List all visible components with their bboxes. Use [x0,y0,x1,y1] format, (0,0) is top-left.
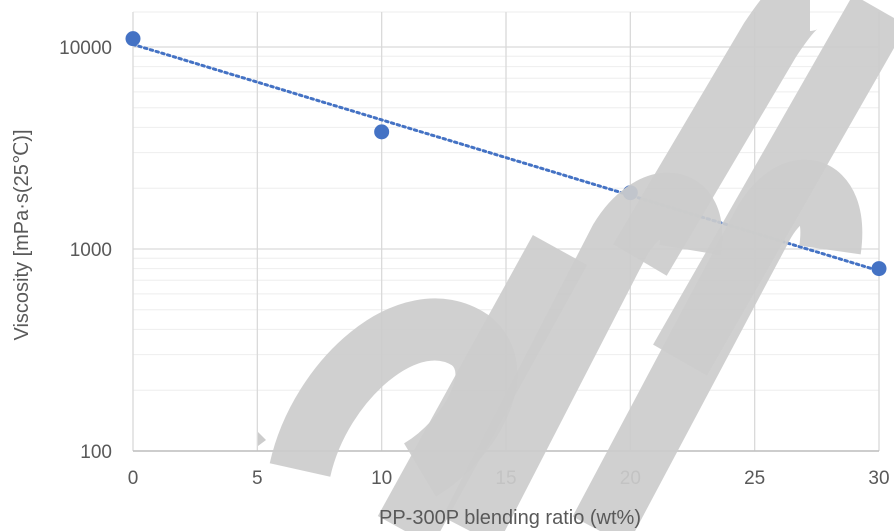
y-tick-label-100: 100 [80,442,112,463]
watermark-fragment [258,432,266,446]
y-axis-title: Viscosity [mPa·s(25℃)] [11,129,33,340]
watermark-a-stem [377,235,588,531]
data-point-x30 [871,261,887,277]
data-point-x0 [125,31,141,47]
x-tick-label-0: 0 [128,468,139,489]
watermark [258,0,894,531]
watermark-l-stroke [653,0,894,376]
x-axis-title: PP-300P blending ratio (wt%) [379,507,641,529]
watermark-p-stroke [613,0,820,276]
x-tick-label-25: 25 [744,468,765,489]
y-tick-label-10000: 10000 [59,38,112,59]
x-tick-label-10: 10 [371,468,392,489]
x-tick-label-5: 5 [252,468,263,489]
y-tick-label-1000: 1000 [70,240,112,261]
data-point-x10 [374,124,390,140]
x-tick-label-30: 30 [868,468,889,489]
